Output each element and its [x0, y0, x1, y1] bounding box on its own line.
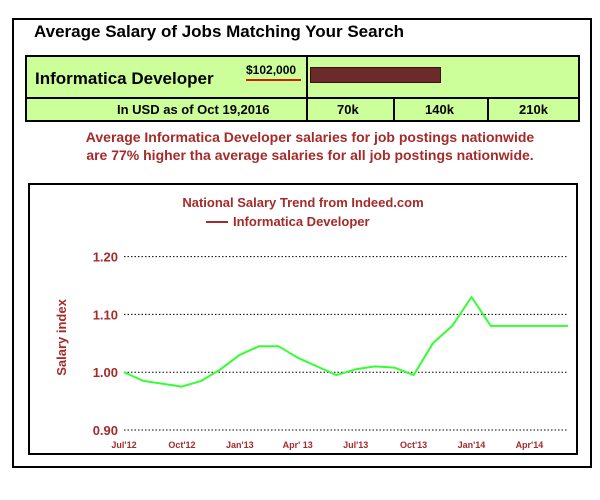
scale-tick-210k: 210k: [519, 102, 548, 117]
scale-tick-140k: 140k: [425, 102, 454, 117]
x-tick-label: Jan'14: [458, 440, 486, 450]
salary-underline: [246, 79, 301, 81]
scale-tick-70k: 70k: [337, 102, 359, 117]
salary-row: Informatica Developer $102,000: [27, 57, 578, 99]
salary-bar: [310, 67, 441, 83]
column-divider: [393, 99, 395, 120]
job-title: Informatica Developer: [35, 69, 214, 88]
legend-label: Informatica Developer: [233, 214, 370, 229]
x-tick-label: Apr'14: [516, 440, 544, 450]
y-axis-label: Salary index: [54, 298, 69, 375]
x-tick-label: Jan'13: [226, 440, 254, 450]
salary-trend-chart: National Salary Trend from Indeed.com Inf…: [28, 183, 578, 455]
average-salary-value: $102,000: [246, 63, 297, 77]
x-tick-label: Jul'12: [111, 440, 136, 450]
column-divider: [306, 57, 308, 99]
x-tick-label: Oct'12: [168, 440, 195, 450]
column-divider: [487, 99, 489, 120]
salary-comparison-text: Average Informatica Developer salaries f…: [40, 128, 580, 164]
y-tick-label: 1.20: [93, 250, 118, 265]
y-tick-label: 1.10: [93, 307, 118, 322]
trend-chart-svg: National Salary Trend from Indeed.com Inf…: [54, 195, 568, 450]
comparison-line-1: Average Informatica Developer salaries f…: [85, 129, 535, 145]
x-tick-label: Apr' 13: [283, 440, 313, 450]
currency-date-label: In USD as of Oct 19,2016: [117, 102, 270, 117]
y-tick-label: 0.90: [93, 423, 118, 438]
x-tick-label: Jul'13: [343, 440, 368, 450]
chart-title: National Salary Trend from Indeed.com: [182, 195, 423, 210]
y-tick-label: 1.00: [93, 365, 118, 380]
salary-comparison-table: Informatica Developer $102,000 In USD as…: [25, 55, 580, 122]
series-line-informatica-developer: [123, 296, 568, 388]
x-tick-label: Oct'13: [400, 440, 427, 450]
comparison-line-2: are 77% higher tha average salaries for …: [86, 147, 534, 163]
column-divider: [306, 99, 308, 120]
widget-heading: Average Salary of Jobs Matching Your Sea…: [34, 22, 405, 41]
